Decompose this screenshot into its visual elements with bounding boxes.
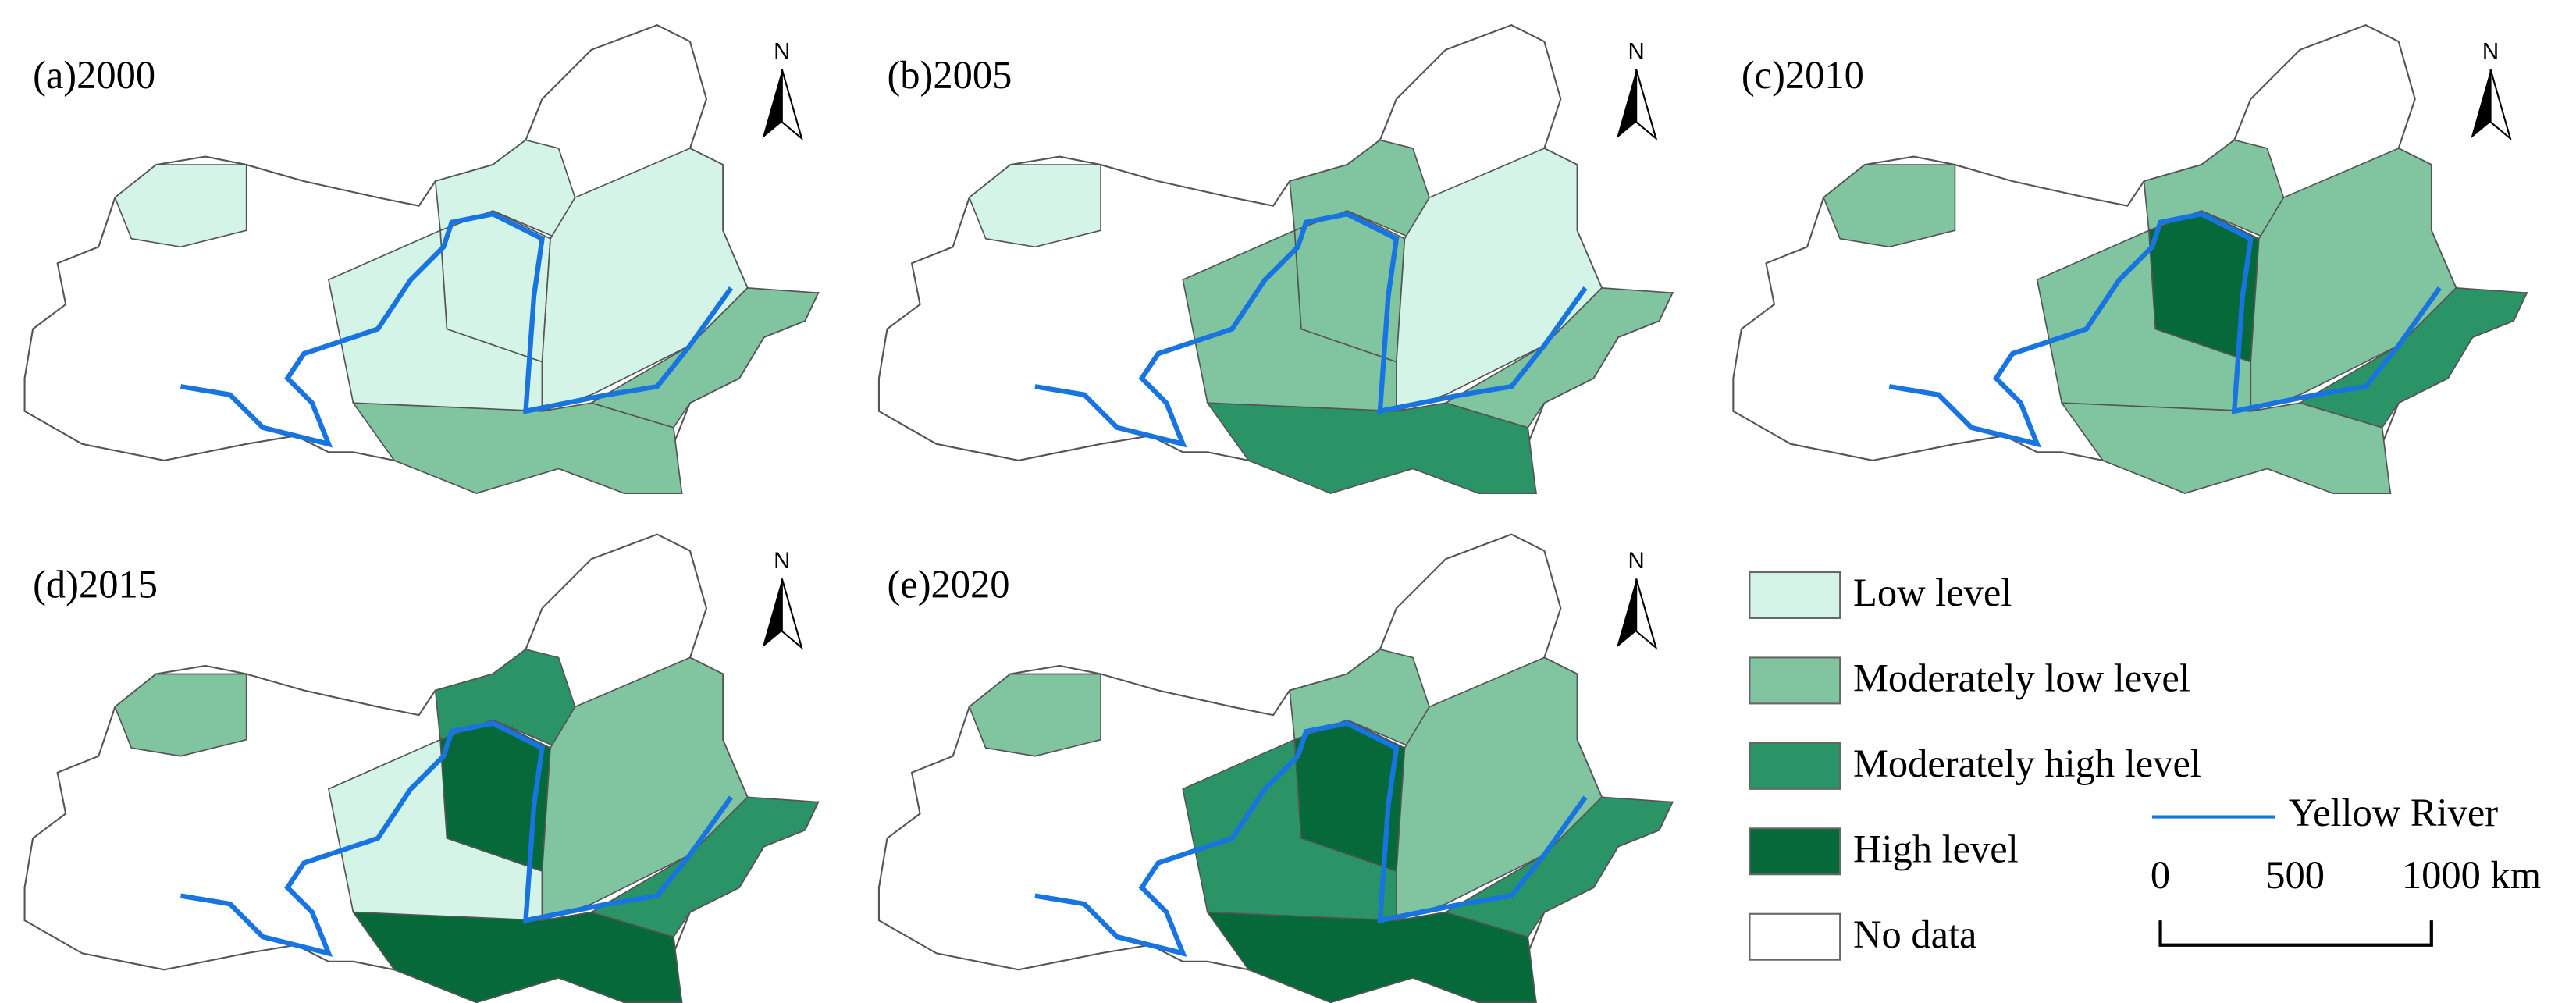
- region: [1206, 911, 1537, 1003]
- yellow-river: [1888, 211, 2442, 448]
- north-arrow-right: [781, 69, 803, 141]
- north-arrow-left: [762, 69, 782, 139]
- legend-swatch: [1749, 742, 1841, 790]
- region: [1206, 402, 1537, 494]
- map-panel: (b)2005 N: [877, 24, 1674, 495]
- region: [114, 673, 247, 757]
- legend-swatch: [1749, 571, 1841, 619]
- scale-label: 500: [2265, 853, 2325, 897]
- panel-label: (a)2000: [33, 53, 155, 97]
- region: [351, 402, 683, 494]
- region: [2060, 402, 2392, 494]
- yellow-river: [180, 720, 734, 957]
- scale-label: 1000 km: [2402, 853, 2541, 897]
- map-panel: (a)2000 N: [23, 24, 820, 495]
- legend-label: No data: [1853, 912, 1976, 956]
- region: [351, 911, 683, 1003]
- north-arrow-left: [762, 578, 782, 648]
- scale-label: 0: [2151, 853, 2170, 897]
- region: [1823, 164, 1956, 248]
- north-label: N: [774, 39, 790, 65]
- legend-label: High level: [1853, 827, 2019, 870]
- panel-label: (e)2020: [887, 563, 1009, 606]
- map-panel: (c)2010 N: [1732, 24, 2528, 495]
- north-label: N: [1628, 548, 1645, 574]
- north-arrow-left: [2471, 69, 2491, 139]
- north-arrow-left: [1616, 578, 1637, 648]
- legend-swatch: [1749, 912, 1841, 961]
- north-label: N: [774, 548, 790, 574]
- north-arrow-right: [1635, 69, 1658, 141]
- region: [589, 287, 820, 429]
- region: [114, 164, 247, 248]
- panel-label: (d)2015: [33, 563, 158, 606]
- yellow-river: [1034, 720, 1588, 957]
- legend-swatch: [1749, 827, 1841, 876]
- north-label: N: [1628, 39, 1645, 65]
- region: [1443, 796, 1674, 938]
- north-label: N: [2482, 39, 2499, 65]
- yellow-river: [180, 211, 734, 448]
- legend-label: Moderately high level: [1853, 742, 2201, 785]
- legend-label: Low level: [1853, 571, 2012, 614]
- legend-label: Moderately low level: [1853, 656, 2190, 700]
- region: [968, 164, 1101, 248]
- north-arrow-right: [1635, 578, 1658, 650]
- map-panel: (d)2015 N: [23, 533, 820, 1003]
- region: [1443, 287, 1674, 429]
- region: [589, 796, 820, 938]
- river-legend-label: Yellow River: [2289, 791, 2499, 834]
- panel-label: (b)2005: [887, 53, 1012, 97]
- region: [2298, 287, 2528, 429]
- north-arrow-right: [781, 578, 803, 650]
- region: [968, 673, 1101, 757]
- legend-swatch: [1749, 656, 1841, 705]
- yellow-river: [1034, 211, 1588, 448]
- north-arrow-left: [1616, 69, 1637, 139]
- north-arrow-right: [2489, 69, 2512, 141]
- panel-label: (c)2010: [1742, 53, 1864, 97]
- scale-bar: [2158, 920, 2433, 947]
- map-panel: (e)2020 N: [877, 533, 1674, 1003]
